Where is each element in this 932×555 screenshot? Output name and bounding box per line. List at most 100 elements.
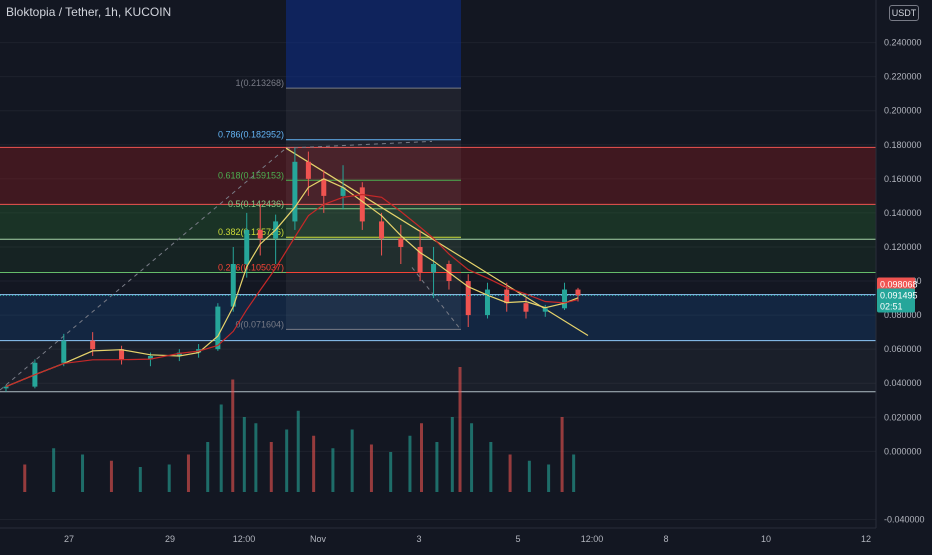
x-tick-label: 5 xyxy=(515,534,520,544)
volume-bar xyxy=(470,423,474,492)
volume-bar xyxy=(296,410,300,492)
y-tick-label: 0.060000 xyxy=(884,344,922,354)
volume-bar xyxy=(435,442,439,492)
candle xyxy=(176,352,182,356)
x-tick-label: 12:00 xyxy=(581,534,604,544)
zone-grey xyxy=(0,340,876,392)
candle xyxy=(431,264,437,273)
volume-bar xyxy=(408,435,412,492)
fib-label: 0.382(0.125716) xyxy=(218,227,284,237)
volume-bar xyxy=(167,464,171,492)
ma-slow-line xyxy=(5,193,579,388)
x-tick-label: 27 xyxy=(64,534,74,544)
candle xyxy=(215,306,221,350)
x-tick-label: 8 xyxy=(663,534,668,544)
volume-bar xyxy=(138,467,142,492)
x-tick-label: Nov xyxy=(310,534,327,544)
candle xyxy=(340,187,346,196)
volume-bar xyxy=(231,379,235,492)
y-tick-label: 0.120000 xyxy=(884,242,922,252)
y-tick-label: 0.160000 xyxy=(884,174,922,184)
zone-blue xyxy=(0,294,876,341)
y-tick-label: 0.000000 xyxy=(884,446,922,456)
range-box-blue xyxy=(286,0,461,89)
trend-line-dashed xyxy=(285,140,433,149)
candle xyxy=(90,340,96,350)
candle xyxy=(359,187,365,222)
volume-bar xyxy=(369,444,373,492)
y-tick-label: 0.200000 xyxy=(884,106,922,116)
volume-bar xyxy=(508,454,512,492)
candle xyxy=(398,238,404,247)
volume-bar xyxy=(331,448,335,492)
volume-bar xyxy=(572,454,576,492)
volume-bar xyxy=(560,417,564,492)
volume-bar xyxy=(420,423,423,492)
x-tick-label: 3 xyxy=(416,534,421,544)
volume-bar xyxy=(81,454,85,492)
currency-selector[interactable]: USDT xyxy=(889,5,919,21)
candle xyxy=(523,303,529,312)
high-price-value: 0.098068 xyxy=(880,279,918,289)
volume-bar xyxy=(389,452,393,492)
volume-bar xyxy=(312,435,316,492)
candle xyxy=(562,289,568,309)
time-axis xyxy=(0,528,932,550)
trend-line-dashed xyxy=(0,147,287,391)
zone-green xyxy=(0,204,876,240)
volume-bar xyxy=(206,442,210,492)
high-price-tag xyxy=(877,277,915,292)
countdown-timer: 02:51 xyxy=(880,302,903,312)
candle xyxy=(484,289,490,316)
candle xyxy=(504,289,510,304)
fib-label: 0(0.071604) xyxy=(235,319,284,329)
current-price-tag xyxy=(877,288,915,313)
volume-bar xyxy=(285,429,289,492)
candle xyxy=(321,178,327,196)
candle xyxy=(244,229,250,264)
x-tick-label: 29 xyxy=(165,534,175,544)
symbol-title[interactable]: Bloktopia / Tether, 1h, KUCOIN xyxy=(6,5,172,19)
y-tick-label: 0.040000 xyxy=(884,378,922,388)
volume-bar xyxy=(186,454,190,492)
candle xyxy=(575,289,581,296)
fib-label: 1(0.213268) xyxy=(235,78,284,88)
candle xyxy=(61,340,67,363)
fib-label: 0.786(0.182952) xyxy=(218,130,284,140)
volume-bar xyxy=(450,417,454,492)
ma-fast-line xyxy=(5,178,579,388)
zone-lightgreen xyxy=(0,239,876,273)
candle xyxy=(230,264,236,307)
price-axis xyxy=(876,0,932,550)
volume-bar xyxy=(547,464,551,492)
candle xyxy=(3,386,9,389)
trend-line-dashed xyxy=(411,267,461,330)
volume-bar xyxy=(527,460,531,492)
volume-bar xyxy=(219,404,223,492)
y-tick-label: 0.080000 xyxy=(884,310,922,320)
candle xyxy=(292,161,298,222)
volume-bar xyxy=(269,442,273,492)
volume-bar xyxy=(52,448,56,492)
volume-bar xyxy=(489,442,493,492)
volume-bar xyxy=(109,460,113,492)
volume-bar xyxy=(458,367,462,492)
y-tick-label: 0.220000 xyxy=(884,72,922,82)
volume-bar xyxy=(350,429,354,492)
volume-bar xyxy=(242,417,246,492)
x-tick-label: 10 xyxy=(761,534,771,544)
candle xyxy=(119,349,125,360)
fib-label: 0.5(0.142436) xyxy=(228,199,284,209)
y-tick-label: 0.240000 xyxy=(884,38,922,48)
candle xyxy=(417,246,423,273)
candle xyxy=(257,229,263,239)
y-tick-label: 0.180000 xyxy=(884,140,922,150)
x-tick-label: 12:00 xyxy=(233,534,256,544)
candle xyxy=(147,355,153,360)
current-price-value: 0.091495 xyxy=(880,291,918,301)
candle xyxy=(542,308,548,312)
zone-red xyxy=(0,147,876,205)
y-tick-label: 0.020000 xyxy=(884,412,922,422)
